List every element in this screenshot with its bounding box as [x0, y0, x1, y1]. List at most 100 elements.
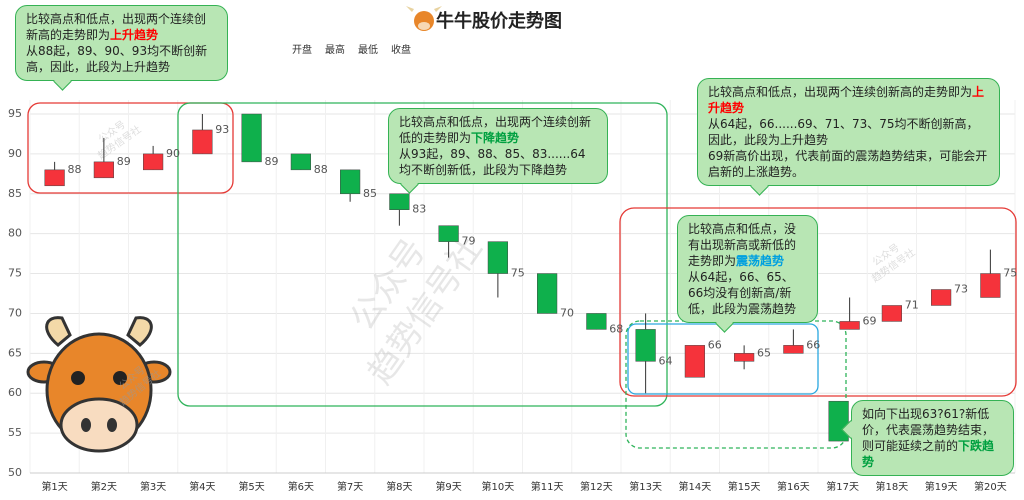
uptrend-frame	[619, 207, 1017, 397]
candle-body	[290, 153, 311, 171]
value-label: 90	[166, 147, 180, 160]
value-label: 75	[1003, 267, 1017, 280]
annotation-text: 从93起，89、88、85、83......64均不断创新低，此段为下降趋势	[399, 147, 586, 177]
x-tick-label: 第20天	[974, 480, 1007, 493]
candle-body	[635, 329, 656, 362]
annotation-text: 比较高点和低点，没有出现新高或新低的走势即为	[688, 222, 797, 268]
annotation-text: 如向下出现63?61?新低价，代表震荡趋势结束，则可能延续之前的	[862, 407, 995, 453]
value-label: 75	[511, 267, 525, 280]
x-tick-label: 第16天	[777, 480, 810, 493]
y-tick-label: 80	[8, 227, 22, 240]
annotation-paragraph: 比较高点和低点，出现两个连续创新高的走势即为上升趋势	[26, 11, 217, 43]
annotation-paragraph: 比较高点和低点，出现两个连续创新低的走势即为下降趋势	[399, 114, 597, 146]
annotation: 比较高点和低点，出现两个连续创新高的走势即为上升趋势 从64起，66......6…	[697, 78, 1000, 186]
candle-body	[684, 345, 705, 378]
legend-entry: 最高	[325, 43, 345, 56]
candle-body	[143, 153, 164, 171]
candle-body	[44, 169, 65, 187]
legend: 开盘 最高 最低 收盘	[292, 43, 411, 56]
y-tick-label: 50	[8, 466, 22, 479]
annotation-text: 比较高点和低点，出现两个连续创新低的走势即为	[399, 115, 592, 145]
x-tick-label: 第15天	[728, 480, 761, 493]
watermark-small: 公众号 趋势信号社	[95, 118, 143, 161]
highlight: 上升趋势	[708, 85, 985, 115]
title-icon	[406, 6, 442, 31]
annotation: 比较高点和低点，出现两个连续创新高的走势即为上升趋势 从88起，89、90、93均…	[15, 5, 228, 81]
candles: 88 89 90 93 89 88 85 83 79 75 70 68 64 66 65 66 69 71 73 75	[44, 113, 1017, 442]
annotation: 如向下出现63?61?新低价，代表震荡趋势结束，则可能延续之前的下跌趋势	[851, 400, 1014, 476]
x-tick-label: 第19天	[925, 480, 958, 493]
annotation-text: 从88起，89、90、93均不断创新高，因此，此段为上升趋势	[26, 44, 208, 74]
downtrend-frame	[177, 102, 668, 407]
x-tick-label: 第10天	[482, 480, 515, 493]
legend-entry: 开盘	[292, 43, 312, 56]
candle-body	[241, 113, 262, 163]
y-tick-label: 85	[8, 187, 22, 200]
value-label: 85	[363, 187, 377, 200]
candle-body	[931, 289, 952, 306]
candle-body	[980, 273, 1001, 298]
x-tick-label: 第13天	[629, 480, 662, 493]
highlight: 震荡趋势	[736, 254, 785, 268]
x-tick-label: 第2天	[91, 480, 117, 493]
x-tick-label: 第7天	[337, 480, 363, 493]
value-label: 66	[806, 338, 820, 351]
legend-entry: 最低	[358, 43, 378, 56]
legend-entry: 收盘	[391, 43, 411, 56]
x-tick-label: 第18天	[876, 480, 909, 493]
highlight: 下降趋势	[471, 131, 520, 145]
chart-title: 牛牛股价走势图	[436, 10, 562, 32]
annotation-text: 比较高点和低点，出现两个连续创新高的走势即为	[26, 12, 207, 42]
x-tick-label: 第1天	[41, 480, 67, 493]
watermark-big: 公众号 趋势信号社	[343, 230, 491, 392]
value-label: 73	[954, 283, 968, 296]
cow-illustration	[26, 316, 172, 453]
candle-body	[839, 321, 860, 330]
annotation-paragraph: 比较高点和低点，出现两个连续创新高的走势即为上升趋势	[708, 84, 989, 116]
annotation-paragraph: 从64起，66、65、66均没有创新高/新低，此段为震荡趋势	[688, 269, 807, 317]
annotation-paragraph: 从93起，89、88、85、83......64均不断创新低，此段为下降趋势	[399, 146, 597, 178]
candle-body	[783, 345, 804, 354]
value-label: 65	[757, 346, 771, 359]
candle-body	[192, 129, 213, 155]
y-tick-label: 55	[8, 426, 22, 439]
annotation-paragraph: 比较高点和低点，没有出现新高或新低的走势即为震荡趋势	[688, 221, 807, 269]
candle-body	[340, 169, 361, 195]
candle-body	[438, 225, 459, 242]
x-tick-label: 第9天	[435, 480, 461, 493]
annotation: 比较高点和低点，出现两个连续创新低的走势即为下降趋势 从93起，89、88、85、…	[388, 108, 608, 184]
y-tick-label: 95	[8, 107, 22, 120]
value-label: 89	[117, 155, 131, 168]
highlight: 下跌趋势	[862, 439, 995, 469]
x-tick-label: 第4天	[189, 480, 215, 493]
range-frame	[627, 323, 819, 395]
candle-body	[734, 353, 755, 362]
x-tick-label: 第14天	[679, 480, 712, 493]
candle-body	[881, 305, 902, 322]
value-label: 66	[708, 338, 722, 351]
value-label: 89	[264, 155, 278, 168]
breakdown-frame	[625, 320, 847, 449]
x-tick-label: 第12天	[580, 480, 613, 493]
highlight: 上升趋势	[110, 28, 159, 42]
value-label: 93	[215, 123, 229, 136]
value-label: 69	[862, 314, 876, 327]
annotation-paragraph: 如向下出现63?61?新低价，代表震荡趋势结束，则可能延续之前的下跌趋势	[862, 406, 1003, 470]
candle-body	[586, 313, 607, 330]
annotation-text: 比较高点和低点，出现两个连续创新高的走势即为	[708, 85, 973, 99]
y-tick-label: 90	[8, 147, 22, 160]
x-tick-label: 第5天	[238, 480, 264, 493]
x-tick-label: 第17天	[826, 480, 859, 493]
uptrend-frame	[27, 102, 234, 194]
candle-body	[828, 400, 849, 442]
y-tick-label: 75	[8, 267, 22, 280]
value-label: 88	[314, 163, 328, 176]
y-tick-label: 65	[8, 346, 22, 359]
value-label: 88	[67, 163, 81, 176]
value-label: 64	[658, 354, 672, 367]
candle-body	[93, 161, 114, 179]
value-label: 70	[560, 306, 574, 319]
x-tick-label: 第6天	[288, 480, 314, 493]
value-label: 68	[609, 322, 623, 335]
